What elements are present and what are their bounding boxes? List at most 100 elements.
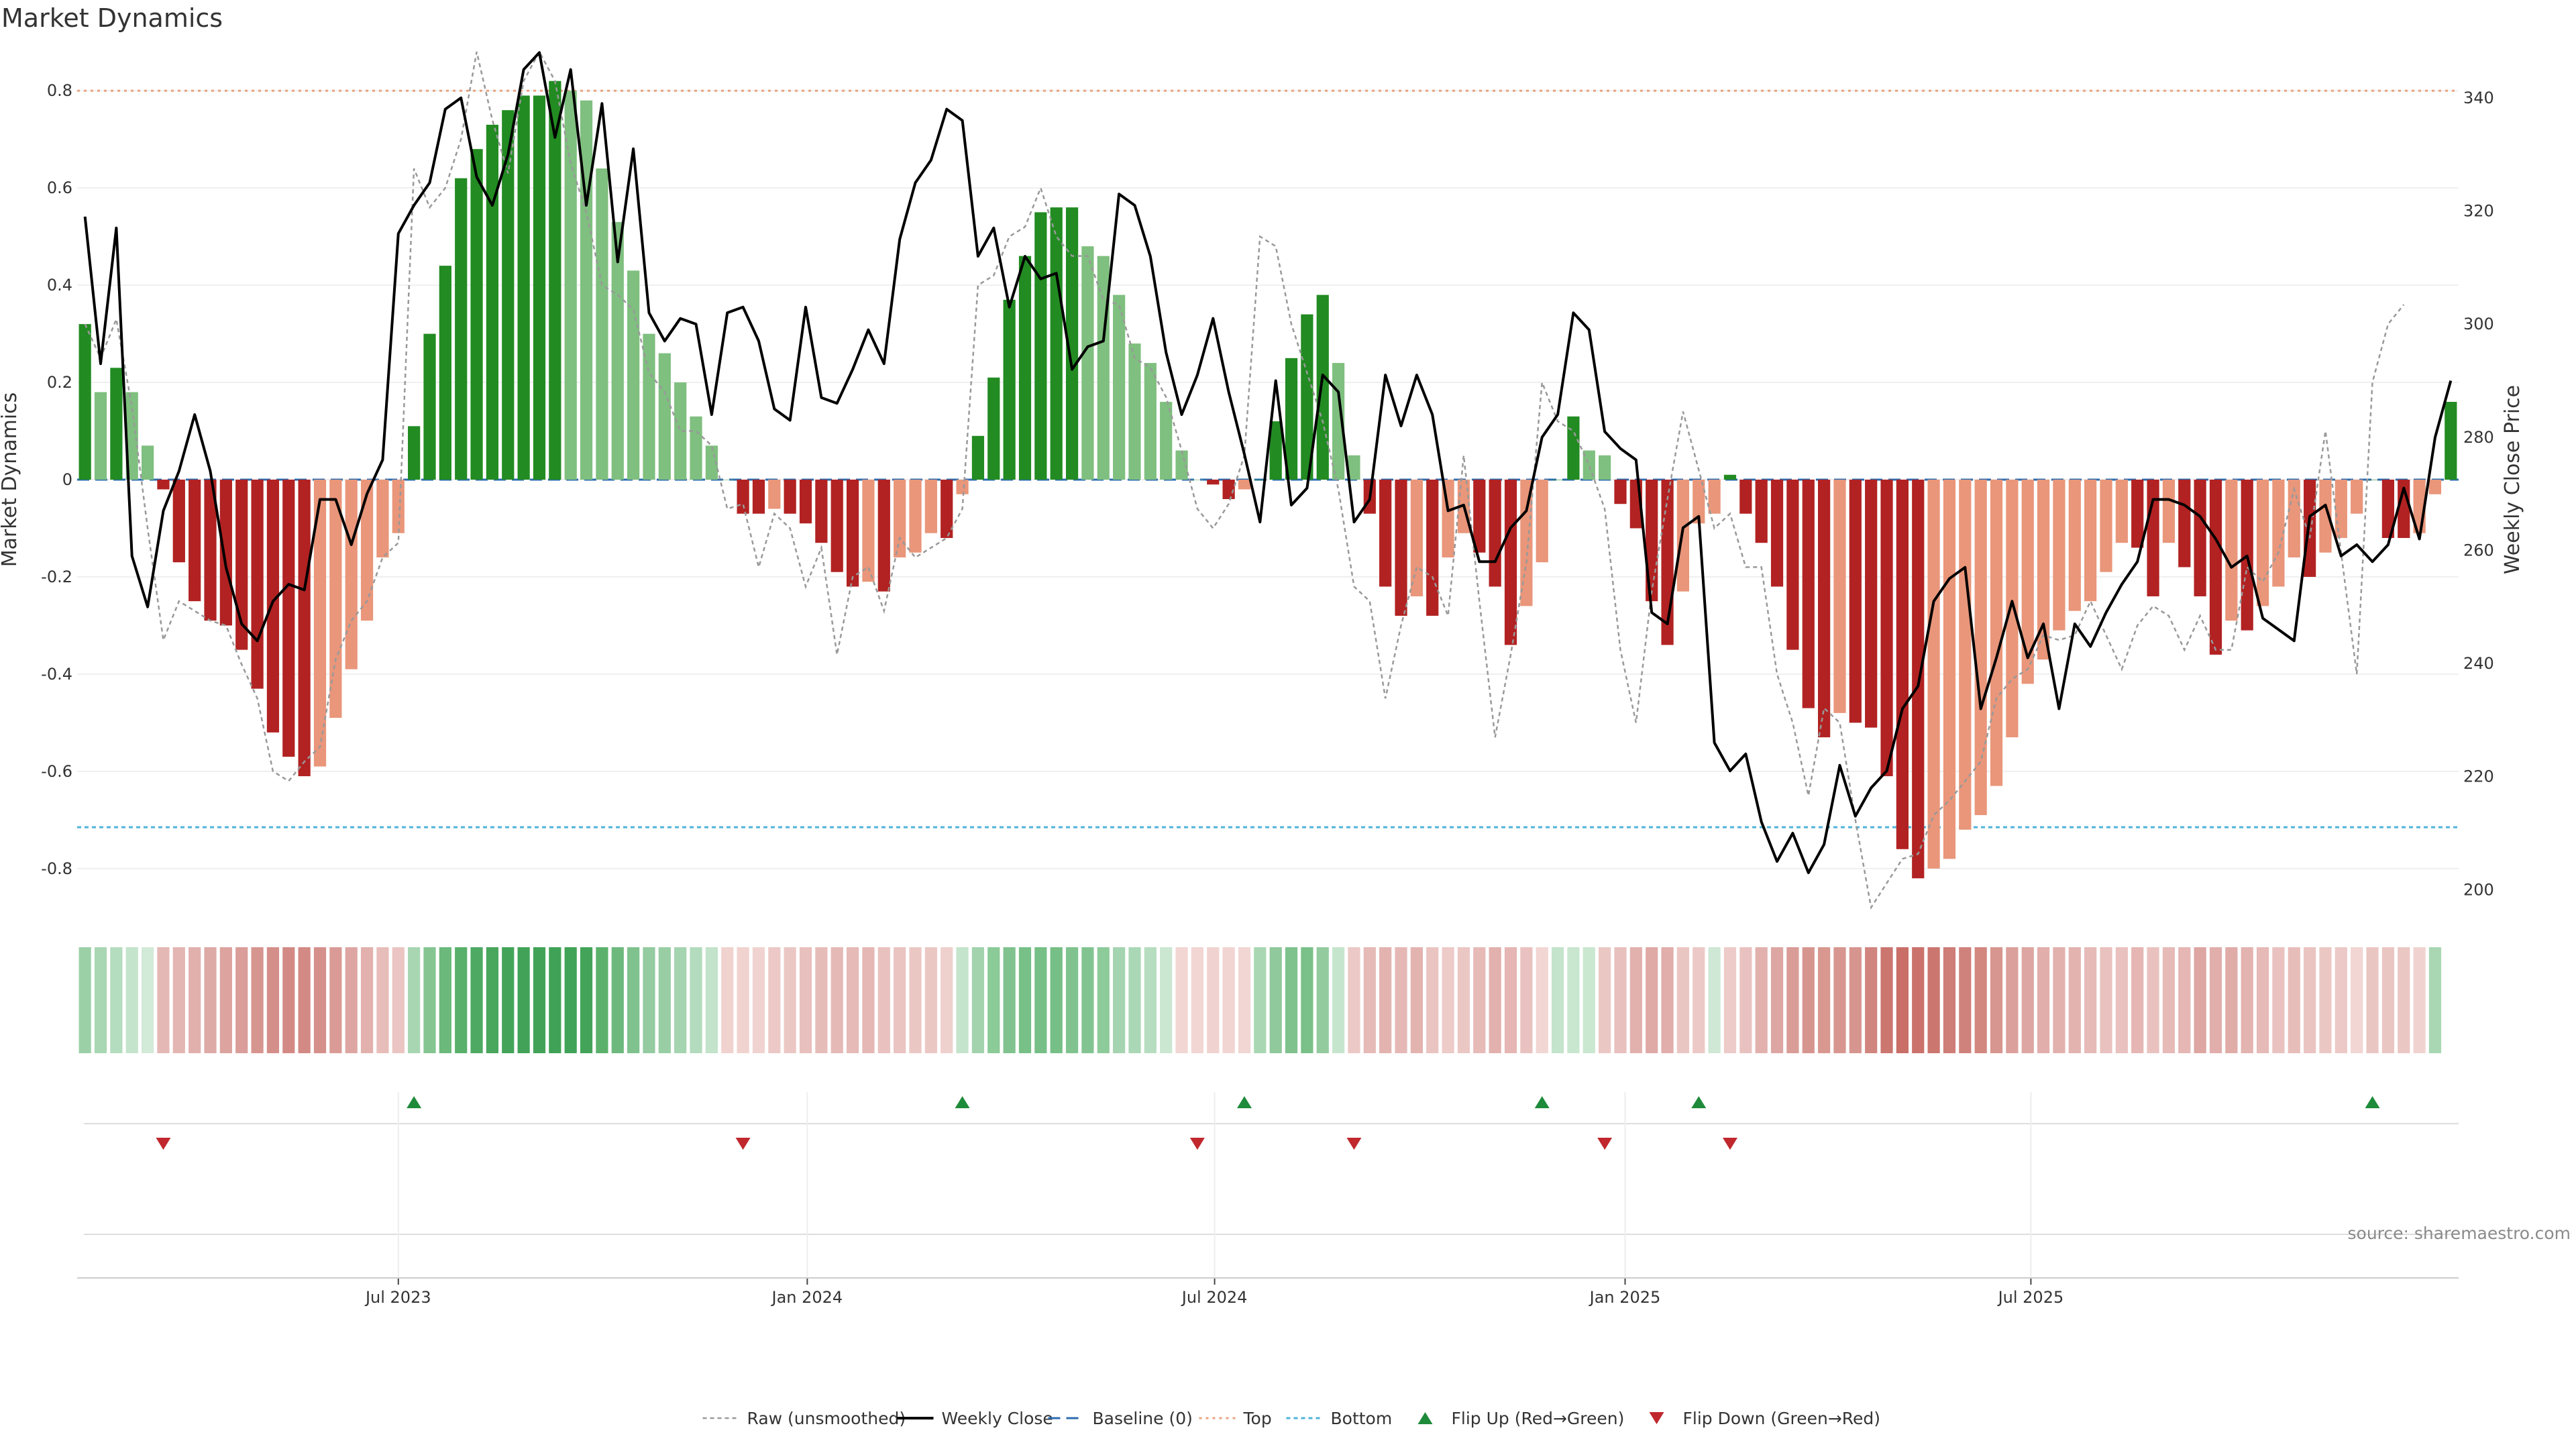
heat-cell <box>1254 947 1267 1053</box>
dynamics-bar <box>2194 480 2206 596</box>
right-tick-label: 220 <box>2463 767 2494 786</box>
dynamics-bar <box>2084 480 2097 602</box>
dynamics-bar <box>1974 480 1987 816</box>
heat-cell <box>752 947 765 1053</box>
heat-cell <box>1865 947 1878 1053</box>
heat-cell <box>1646 947 1658 1053</box>
heat-cell <box>266 947 280 1053</box>
legend-label: Flip Down (Green→Red) <box>1683 1409 1881 1428</box>
dynamics-bar <box>470 149 483 480</box>
dynamics-bar <box>705 445 718 480</box>
dynamics-bar <box>2115 480 2128 543</box>
heat-cell <box>674 947 687 1053</box>
heat-cell <box>1442 947 1454 1053</box>
heat-cell <box>1599 947 1611 1053</box>
dynamics-bar <box>862 480 875 582</box>
dynamics-bar <box>1880 480 1893 777</box>
dynamics-bar <box>1426 480 1439 616</box>
heat-cell <box>533 947 546 1053</box>
legend-item-flip_down: Flip Down (Green→Red) <box>1649 1409 1881 1428</box>
dynamics-bar <box>2288 480 2300 557</box>
legend-label: Flip Up (Red→Green) <box>1452 1409 1625 1428</box>
heat-cell <box>1144 947 1157 1053</box>
heat-cell <box>189 947 201 1053</box>
heat-cell <box>830 947 843 1053</box>
dynamics-bar <box>1614 480 1627 504</box>
heat-cell <box>799 947 812 1053</box>
heat-cell <box>1927 947 1940 1053</box>
heat-cell <box>1520 947 1533 1053</box>
dynamics-bar <box>266 480 280 733</box>
dynamics-bar <box>2068 480 2081 611</box>
x-tick-label: Jul 2023 <box>364 1288 431 1307</box>
heat-cell <box>1003 947 1016 1053</box>
heat-cell <box>1222 947 1235 1053</box>
flip-up-marker <box>1534 1096 1550 1108</box>
heat-cell <box>423 947 436 1053</box>
heat-cell <box>2225 947 2238 1053</box>
flip-up-marker <box>1691 1096 1707 1108</box>
dynamics-bar <box>674 382 687 480</box>
dynamics-bar <box>1238 480 1251 490</box>
flip-up-marker <box>407 1096 422 1108</box>
heat-cell <box>1113 947 1126 1053</box>
heat-cell <box>596 947 608 1053</box>
right-tick-label: 260 <box>2463 541 2494 559</box>
dynamics-bar <box>2225 480 2238 621</box>
dynamics-bar <box>439 266 451 480</box>
dynamics-bar <box>345 480 358 669</box>
heat-cell <box>737 947 749 1053</box>
heat-cell <box>1912 947 1925 1053</box>
heat-cell <box>235 947 248 1053</box>
heat-cell <box>1629 947 1642 1053</box>
heat-cell <box>439 947 451 1053</box>
left-tick-label: -0.2 <box>41 568 72 586</box>
heat-cell <box>768 947 781 1053</box>
right-tick-label: 240 <box>2463 654 2494 673</box>
dynamics-bar <box>2100 480 2112 572</box>
heat-cell <box>1160 947 1173 1053</box>
dynamics-bar <box>941 480 953 538</box>
dynamics-bar <box>2428 480 2442 494</box>
dynamics-bar <box>1567 416 1580 480</box>
heat-cell <box>862 947 875 1053</box>
x-tick-label: Jan 2025 <box>1589 1288 1661 1307</box>
heat-cell <box>549 947 561 1053</box>
heat-cell <box>2413 947 2426 1053</box>
dynamics-bar <box>611 221 624 480</box>
heat-cell <box>1739 947 1752 1053</box>
heat-cell <box>2100 947 2112 1053</box>
dynamics-bar <box>141 445 154 480</box>
dynamics-bar <box>1770 480 1784 587</box>
dynamics-bar <box>2351 480 2363 514</box>
dynamics-bar <box>408 426 421 480</box>
heat-cell <box>2304 947 2316 1053</box>
heat-cell <box>1849 947 1862 1053</box>
heat-cell <box>313 947 327 1053</box>
heat-cell <box>2288 947 2300 1053</box>
heat-cell <box>1943 947 1956 1053</box>
legend-item-close: Weekly Close <box>897 1409 1053 1428</box>
dynamics-bar <box>204 480 217 621</box>
left-axis-label: Market Dynamics <box>0 392 21 568</box>
dynamics-bar <box>251 480 264 689</box>
heat-cell <box>2381 947 2395 1053</box>
dynamics-bar <box>1520 480 1533 606</box>
dynamics-bar <box>894 480 906 557</box>
dynamics-bar <box>549 80 561 480</box>
heat-cell <box>2366 947 2379 1053</box>
dynamics-bar <box>1802 480 1815 708</box>
heat-cell <box>643 947 655 1053</box>
dynamics-bar <box>282 480 295 757</box>
right-tick-label: 300 <box>2463 315 2494 333</box>
dynamics-bar <box>1473 480 1486 553</box>
dynamics-bar <box>2053 480 2065 631</box>
heat-cell <box>971 947 985 1053</box>
heat-cell <box>172 947 185 1053</box>
heat-cell <box>1191 947 1204 1053</box>
dynamics-bar <box>1708 480 1721 514</box>
heat-cell <box>1504 947 1517 1053</box>
dynamics-bar <box>1301 314 1313 480</box>
right-tick-label: 340 <box>2463 89 2494 107</box>
